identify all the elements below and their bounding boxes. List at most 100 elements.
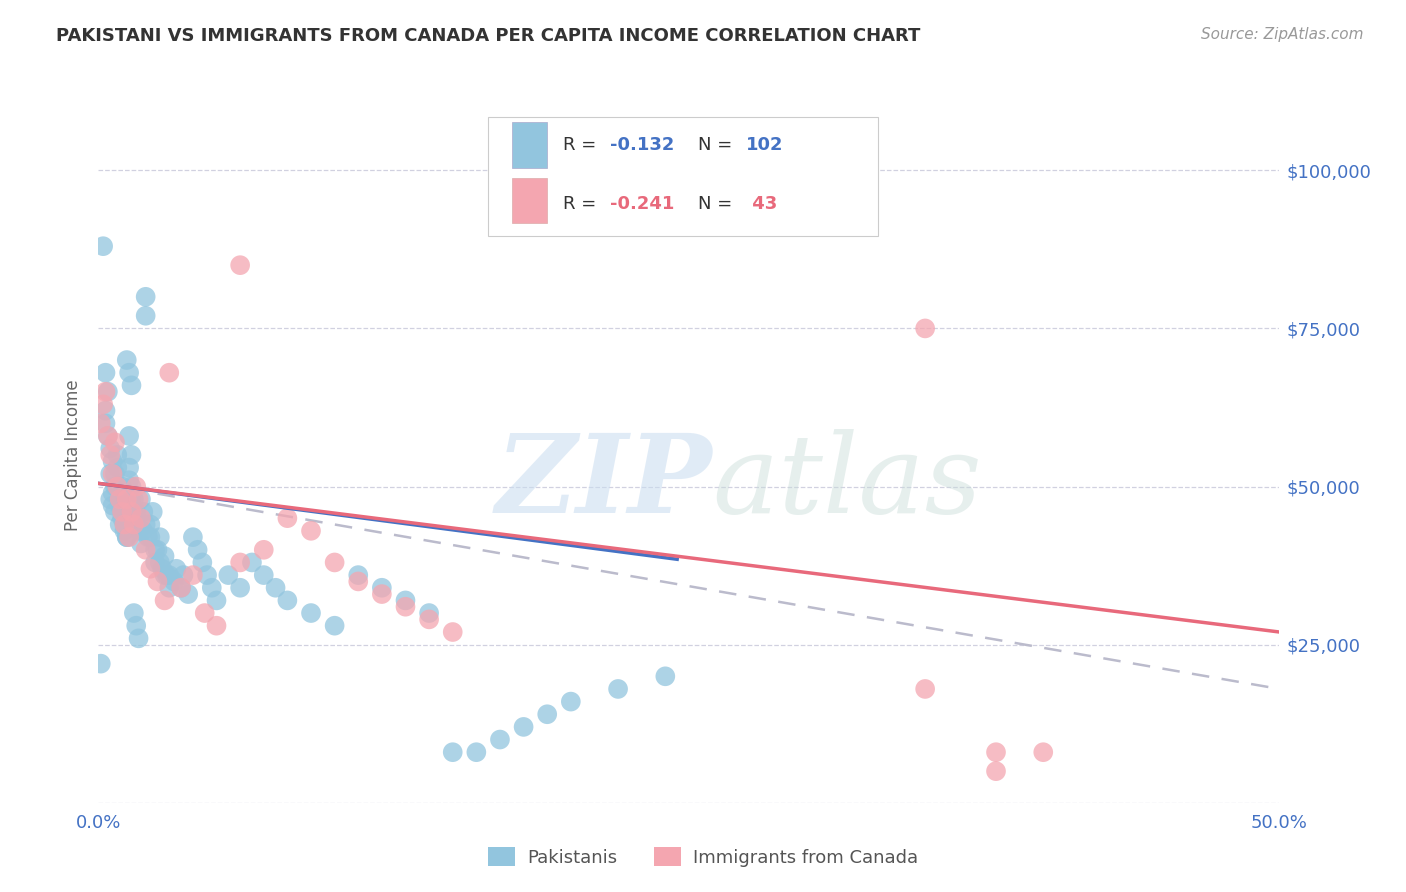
- Point: [170, 581, 193, 595]
- Point: [125, 479, 148, 493]
- Text: -0.241: -0.241: [610, 195, 675, 213]
- Point: [97, 384, 120, 399]
- Point: [536, 707, 558, 722]
- Point: [97, 429, 120, 443]
- Point: [323, 556, 346, 570]
- Point: [118, 366, 141, 380]
- Point: [121, 479, 143, 493]
- Point: [97, 429, 120, 443]
- Point: [112, 505, 135, 519]
- Point: [418, 612, 440, 626]
- Point: [128, 492, 150, 507]
- Point: [607, 681, 630, 696]
- Point: [984, 745, 1007, 759]
- Point: [104, 467, 127, 481]
- Point: [165, 562, 187, 576]
- Point: [229, 581, 252, 595]
- Text: R =: R =: [562, 136, 602, 154]
- Point: [121, 492, 143, 507]
- Point: [91, 397, 114, 411]
- Point: [118, 473, 141, 487]
- Point: [139, 530, 162, 544]
- Point: [112, 517, 135, 532]
- Point: [111, 479, 134, 493]
- Point: [118, 460, 141, 475]
- Point: [111, 505, 134, 519]
- Point: [299, 606, 322, 620]
- Point: [101, 499, 124, 513]
- Point: [489, 732, 512, 747]
- Point: [195, 568, 218, 582]
- Point: [441, 745, 464, 759]
- Point: [253, 542, 276, 557]
- Point: [157, 581, 180, 595]
- Point: [132, 505, 155, 519]
- Point: [181, 568, 204, 582]
- Point: [156, 568, 179, 582]
- Text: N =: N =: [699, 195, 738, 213]
- Point: [299, 524, 322, 538]
- Point: [121, 378, 143, 392]
- Point: [115, 517, 138, 532]
- Point: [105, 460, 128, 475]
- Text: -0.132: -0.132: [610, 136, 675, 154]
- Point: [115, 530, 138, 544]
- Bar: [512, 122, 547, 168]
- Point: [1032, 745, 1054, 759]
- Point: [135, 309, 157, 323]
- FancyBboxPatch shape: [488, 118, 877, 235]
- Point: [94, 417, 117, 431]
- Point: [512, 720, 534, 734]
- Point: [560, 695, 582, 709]
- Point: [253, 568, 276, 582]
- Point: [129, 492, 152, 507]
- Point: [108, 517, 131, 532]
- Point: [153, 568, 176, 582]
- Point: [143, 542, 166, 557]
- Point: [112, 524, 135, 538]
- Point: [441, 625, 464, 640]
- Point: [104, 435, 127, 450]
- Point: [121, 505, 143, 519]
- Text: R =: R =: [562, 195, 602, 213]
- Point: [108, 492, 131, 507]
- Point: [323, 618, 346, 632]
- Legend: Pakistanis, Immigrants from Canada: Pakistanis, Immigrants from Canada: [481, 840, 925, 874]
- Bar: [512, 178, 547, 223]
- Point: [118, 429, 141, 443]
- Point: [122, 505, 145, 519]
- Point: [135, 542, 157, 557]
- Point: [98, 467, 121, 481]
- Point: [98, 492, 121, 507]
- Point: [394, 593, 416, 607]
- Point: [143, 556, 166, 570]
- Point: [108, 492, 131, 507]
- Point: [111, 492, 134, 507]
- Point: [157, 366, 180, 380]
- Point: [115, 492, 138, 507]
- Point: [94, 403, 117, 417]
- Point: [115, 353, 138, 368]
- Point: [122, 517, 145, 532]
- Point: [90, 417, 112, 431]
- Point: [94, 384, 117, 399]
- Point: [153, 593, 176, 607]
- Point: [105, 479, 128, 493]
- Point: [191, 556, 214, 570]
- Point: [371, 587, 394, 601]
- Point: [128, 632, 150, 646]
- Point: [101, 454, 124, 468]
- Point: [172, 568, 194, 582]
- Point: [181, 530, 204, 544]
- Point: [135, 517, 157, 532]
- Y-axis label: Per Capita Income: Per Capita Income: [65, 379, 83, 531]
- Point: [217, 568, 239, 582]
- Point: [149, 556, 172, 570]
- Point: [229, 258, 252, 272]
- Point: [129, 511, 152, 525]
- Point: [465, 745, 488, 759]
- Text: 43: 43: [745, 195, 778, 213]
- Point: [108, 499, 131, 513]
- Point: [105, 448, 128, 462]
- Point: [177, 587, 200, 601]
